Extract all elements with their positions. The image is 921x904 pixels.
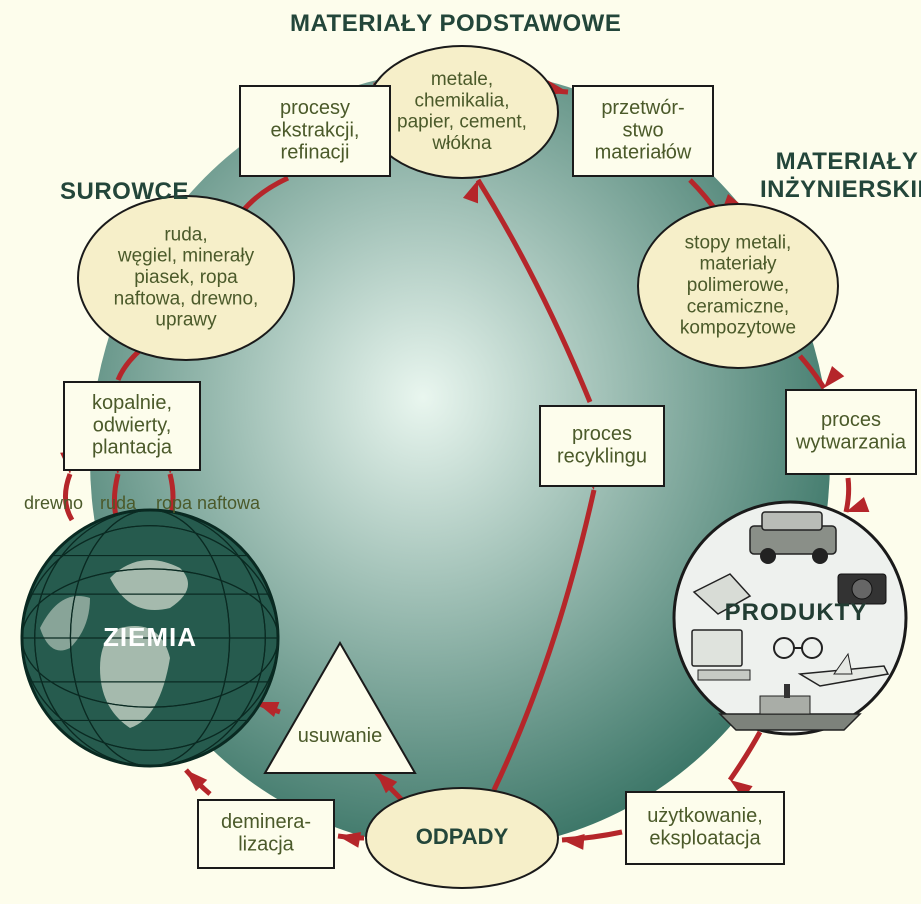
svg-text:włókna: włókna	[431, 133, 492, 154]
section-title-materialy-inzynierskie: MATERIAŁY INŻYNIERSKIE	[760, 148, 921, 204]
svg-text:ekstrakcji,: ekstrakcji,	[271, 119, 360, 141]
svg-text:deminera-: deminera-	[221, 811, 311, 833]
svg-text:kompozytowe: kompozytowe	[680, 318, 796, 339]
svg-text:wytwarzania: wytwarzania	[795, 431, 907, 453]
svg-text:polimerowe,: polimerowe,	[687, 275, 789, 296]
svg-text:materiałów: materiałów	[595, 142, 692, 164]
svg-text:stopy metali,: stopy metali,	[685, 232, 792, 253]
svg-text:PRODUKTY: PRODUKTY	[725, 599, 868, 626]
svg-text:ODPADY: ODPADY	[416, 824, 509, 849]
svg-text:usuwanie: usuwanie	[298, 725, 383, 747]
svg-text:chemikalia,: chemikalia,	[414, 90, 509, 111]
svg-text:proces: proces	[821, 409, 881, 431]
svg-text:ropa naftowa: ropa naftowa	[156, 493, 261, 513]
svg-text:naftowa, drewno,: naftowa, drewno,	[114, 288, 259, 309]
svg-text:ZIEMIA: ZIEMIA	[103, 622, 197, 652]
svg-text:stwo: stwo	[622, 119, 663, 141]
svg-text:drewno: drewno	[24, 493, 83, 513]
svg-text:odwierty,: odwierty,	[93, 414, 172, 436]
svg-text:procesy: procesy	[280, 97, 350, 119]
materials-cycle-diagram: SUROWCE MATERIAŁY PODSTAWOWE MATERIAŁY I…	[0, 0, 921, 904]
svg-text:węgiel, minerały: węgiel, minerały	[117, 246, 255, 267]
svg-text:proces: proces	[572, 423, 632, 445]
svg-text:ruda: ruda	[100, 493, 137, 513]
svg-text:eksploatacja: eksploatacja	[649, 827, 761, 849]
svg-text:kopalnie,: kopalnie,	[92, 392, 172, 414]
svg-text:plantacja: plantacja	[92, 437, 173, 459]
svg-text:materiały: materiały	[699, 254, 777, 275]
svg-text:przetwór-: przetwór-	[601, 97, 684, 119]
svg-text:refinacji: refinacji	[281, 142, 350, 164]
svg-text:recyklingu: recyklingu	[557, 445, 647, 467]
svg-text:uprawy: uprawy	[155, 310, 217, 331]
svg-text:piasek, ropa: piasek, ropa	[134, 267, 238, 288]
svg-text:metale,: metale,	[431, 69, 493, 90]
diagram-svg: metale,chemikalia,papier, cement,włókna p…	[0, 0, 921, 904]
section-title-materialy-podstawowe: MATERIAŁY PODSTAWOWE	[290, 10, 621, 38]
svg-text:lizacja: lizacja	[238, 833, 294, 855]
svg-text:użytkowanie,: użytkowanie,	[647, 805, 763, 827]
svg-text:ceramiczne,: ceramiczne,	[687, 296, 789, 317]
section-title-surowce: SUROWCE	[60, 178, 189, 206]
svg-text:ruda,: ruda,	[164, 224, 207, 245]
svg-text:papier, cement,: papier, cement,	[397, 112, 527, 133]
